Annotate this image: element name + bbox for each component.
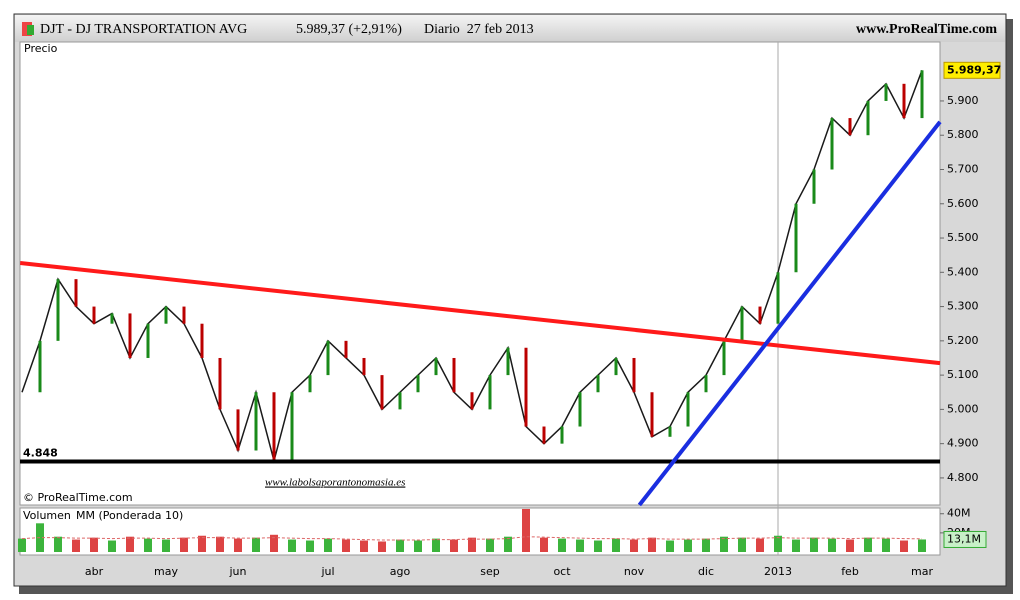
trendline xyxy=(637,120,942,507)
volume-bar xyxy=(54,536,62,552)
x-tick-label: jul xyxy=(320,565,334,578)
volume-bar xyxy=(738,537,746,552)
volume-subtitle: MM (Ponderada 10) xyxy=(76,509,183,522)
volume-bar xyxy=(342,539,350,552)
volume-bar xyxy=(180,537,188,552)
y-tick-label: 5.400 xyxy=(947,265,979,278)
volume-bar xyxy=(702,538,710,552)
volume-bar xyxy=(666,540,674,552)
volume-bar xyxy=(90,537,98,552)
volume-bar xyxy=(612,538,620,552)
site: www.ProRealTime.com xyxy=(856,22,997,37)
y-tick-label: 5.900 xyxy=(947,94,979,107)
volume-bar xyxy=(414,540,422,552)
logo xyxy=(27,25,34,35)
volume-bar xyxy=(576,539,584,552)
header-bar xyxy=(15,15,1005,42)
volume-bar xyxy=(126,536,134,552)
volume-bar xyxy=(648,537,656,552)
y-tick-label: 5.600 xyxy=(947,197,979,210)
y-tick-label: 5.800 xyxy=(947,128,979,141)
x-tick-label: feb xyxy=(841,565,859,578)
x-tick-label: ago xyxy=(390,565,411,578)
volume-bar xyxy=(324,538,332,552)
volume-bar xyxy=(396,539,404,552)
volume-bar xyxy=(198,535,206,552)
volume-bar xyxy=(18,538,26,552)
volume-bar xyxy=(486,538,494,552)
copyright: © ProRealTime.com xyxy=(23,491,133,504)
volume-bar xyxy=(900,540,908,552)
volume-bar xyxy=(270,534,278,552)
volume-last-label: 13,1M xyxy=(947,532,981,545)
x-tick-label: dic xyxy=(698,565,714,578)
volume-bar xyxy=(432,538,440,552)
volume-last-tag xyxy=(943,530,987,548)
x-tick-label: jun xyxy=(229,565,247,578)
price-panel xyxy=(19,41,941,506)
volume-bar xyxy=(684,539,692,552)
last-value-tag xyxy=(943,61,1001,79)
y-tick-label: 40M xyxy=(947,507,971,520)
volume-bar xyxy=(234,538,242,552)
y-tick-label: 5.100 xyxy=(947,368,979,381)
volume-bar xyxy=(774,535,782,552)
volume-bar xyxy=(36,523,44,552)
x-tick-label: nov xyxy=(624,565,645,578)
volume-bar xyxy=(162,539,170,552)
volume-bar xyxy=(108,540,116,552)
volume-bar xyxy=(306,540,314,552)
y-tick-label: 5.700 xyxy=(947,162,979,175)
volume-bar xyxy=(522,508,530,552)
volume-bar xyxy=(864,537,872,552)
period: Diario 27 feb 2013 xyxy=(424,22,534,37)
volume-bar xyxy=(360,540,368,552)
symbol: DJT - DJ TRANSPORTATION AVG xyxy=(40,22,247,37)
y-tick-label: 5.200 xyxy=(947,334,979,347)
x-tick-label: may xyxy=(154,565,178,578)
trendline xyxy=(19,261,941,366)
volume-bar xyxy=(828,538,836,552)
y-tick-label: 4.800 xyxy=(947,471,979,484)
volume-bar xyxy=(594,540,602,552)
volume-bar xyxy=(378,541,386,552)
volume-bar xyxy=(846,539,854,552)
x-tick-label: oct xyxy=(553,565,571,578)
volume-panel xyxy=(19,507,941,556)
volume-bar xyxy=(288,539,296,552)
volume-bar xyxy=(918,539,926,552)
y-tick-label: 5.300 xyxy=(947,300,979,313)
x-tick-label: 2013 xyxy=(764,565,792,578)
y-tick-label: 5.500 xyxy=(947,231,979,244)
volume-bar xyxy=(144,538,152,552)
volume-bar xyxy=(630,539,638,552)
volume-bar xyxy=(756,538,764,552)
volume-bar xyxy=(504,536,512,552)
volume-bar xyxy=(468,537,476,552)
volume-bar xyxy=(216,536,224,552)
x-tick-label: mar xyxy=(911,565,933,578)
volume-bar xyxy=(72,539,80,552)
volume-bar xyxy=(450,539,458,552)
support-label: 4.848 xyxy=(23,446,58,459)
y-label: Precio xyxy=(24,42,58,55)
volume-bar xyxy=(558,538,566,552)
quote: 5.989,37 (+2,91%) xyxy=(296,22,402,37)
volume-bar xyxy=(720,536,728,552)
volume-bar xyxy=(792,539,800,552)
last-value-label: 5.989,37 xyxy=(947,63,1001,76)
volume-bar xyxy=(540,537,548,552)
volume-bar xyxy=(252,537,260,552)
y-tick-label: 4.900 xyxy=(947,437,979,450)
x-tick-label: abr xyxy=(85,565,104,578)
volume-ma xyxy=(21,536,923,541)
x-tick-label: sep xyxy=(480,565,499,578)
y-tick-label: 5.000 xyxy=(947,402,979,415)
volume-bar xyxy=(810,537,818,552)
volume-title: Volumen xyxy=(23,509,71,522)
volume-bar xyxy=(882,538,890,552)
watermark[interactable]: www.labolsaporantonomasia.es xyxy=(265,477,405,489)
